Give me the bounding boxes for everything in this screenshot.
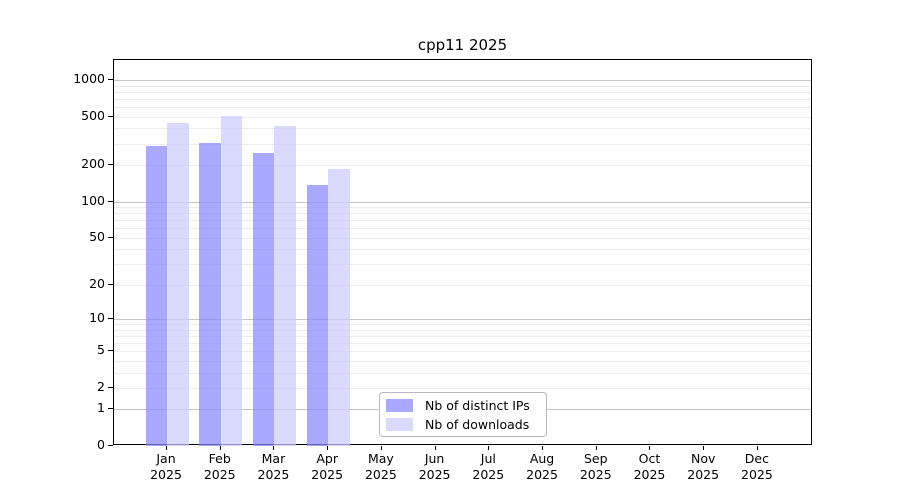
x-tick-label-jan: Jan 2025 — [150, 451, 182, 482]
chart-title: cpp11 2025 — [417, 36, 508, 54]
y-tick — [108, 164, 113, 166]
gridline-minor — [114, 220, 811, 222]
gridline-major — [114, 201, 811, 203]
gridline-minor — [114, 264, 811, 266]
x-tick-label-jun: Jun 2025 — [418, 451, 451, 482]
gridline-minor — [114, 335, 811, 337]
gridline-minor — [114, 360, 811, 362]
x-tick — [649, 446, 651, 450]
y-tick — [108, 283, 113, 285]
x-tick — [703, 446, 705, 450]
gridline-minor — [114, 143, 811, 145]
legend-swatch-downloads — [386, 417, 413, 431]
x-tick-label-aug: Aug 2025 — [526, 451, 558, 482]
y-tick-label: 20 — [89, 275, 105, 291]
x-tick — [595, 446, 597, 450]
gridline-minor — [114, 342, 811, 344]
legend-label-distinct-ips: Nb of distinct IPs — [425, 397, 530, 413]
y-tick — [108, 200, 113, 202]
gridline-minor — [114, 387, 811, 389]
gridline-minor — [114, 116, 811, 118]
gridline-minor — [114, 107, 811, 109]
gridline-minor — [114, 207, 811, 209]
legend-item-distinct-ips: Nb of distinct IPs — [386, 398, 546, 413]
x-tick — [166, 446, 167, 450]
x-tick — [434, 446, 436, 450]
gridline-minor — [114, 213, 811, 215]
x-tick — [380, 446, 382, 450]
x-tick — [273, 446, 275, 450]
gridline-minor — [114, 237, 811, 239]
y-tick-label: 200 — [81, 156, 105, 172]
y-tick-label: 5 — [97, 342, 105, 358]
gridline-major — [114, 318, 811, 320]
y-tick-label: 10 — [89, 309, 105, 325]
x-tick-label-sep: Sep 2025 — [579, 451, 612, 482]
y-tick — [108, 386, 113, 388]
x-tick-label-mar: Mar 2025 — [257, 451, 290, 482]
gridline-minor — [114, 329, 811, 331]
x-tick-label-may: May 2025 — [364, 451, 397, 482]
gridline-minor — [114, 228, 811, 230]
y-tick — [108, 317, 113, 319]
gridline-minor — [114, 351, 811, 353]
gridline-minor — [114, 284, 811, 286]
y-tick-label: 1000 — [73, 71, 105, 87]
y-tick — [108, 350, 113, 352]
legend-label-downloads: Nb of downloads — [425, 416, 530, 432]
y-tick-label: 100 — [81, 192, 105, 208]
gridline-minor — [114, 98, 811, 100]
y-tick-label: 0 — [97, 437, 105, 452]
gridline-minor — [114, 165, 811, 167]
y-tick-label: 1 — [97, 400, 105, 416]
y-tick — [108, 408, 113, 410]
bar-downloads-mar — [274, 125, 296, 446]
bar-distinct-ips-feb — [199, 142, 221, 446]
x-tick-label-jul: Jul 2025 — [472, 451, 505, 482]
x-tick — [327, 446, 329, 450]
x-tick-label-apr: Apr 2025 — [311, 451, 344, 482]
bar-distinct-ips-apr — [306, 185, 329, 446]
gridline-major — [114, 80, 811, 82]
y-tick — [108, 79, 113, 81]
y-tick — [108, 445, 113, 446]
gridline-minor — [114, 324, 811, 326]
gridline-minor — [114, 249, 811, 251]
bar-downloads-feb — [220, 116, 243, 446]
y-tick-label: 50 — [89, 228, 105, 244]
y-tick-label: 2 — [97, 378, 105, 394]
bar-downloads-apr — [328, 169, 350, 446]
gridline-minor — [114, 128, 811, 130]
legend-swatch-distinct-ips — [386, 398, 413, 412]
y-tick — [108, 115, 113, 117]
bar-distinct-ips-mar — [252, 153, 275, 446]
plot-area — [113, 59, 812, 446]
x-tick-label-dec: Dec 2025 — [741, 451, 773, 482]
x-tick-label-feb: Feb 2025 — [203, 451, 236, 482]
x-tick — [219, 446, 221, 450]
bar-downloads-jan — [167, 122, 189, 446]
gridline-minor — [114, 91, 811, 93]
x-tick — [488, 446, 490, 450]
gridline-minor — [114, 372, 811, 374]
x-tick-label-nov: Nov 2025 — [687, 451, 720, 482]
x-tick — [756, 446, 758, 450]
legend-item-downloads: Nb of downloads — [386, 417, 546, 432]
y-tick — [108, 236, 113, 238]
gridline-minor — [114, 85, 811, 87]
bar-distinct-ips-jan — [145, 146, 167, 446]
legend: Nb of distinct IPs Nb of downloads — [379, 392, 547, 437]
x-tick — [542, 446, 544, 450]
x-tick-label-oct: Oct 2025 — [633, 451, 666, 482]
y-tick-label: 500 — [81, 107, 105, 123]
